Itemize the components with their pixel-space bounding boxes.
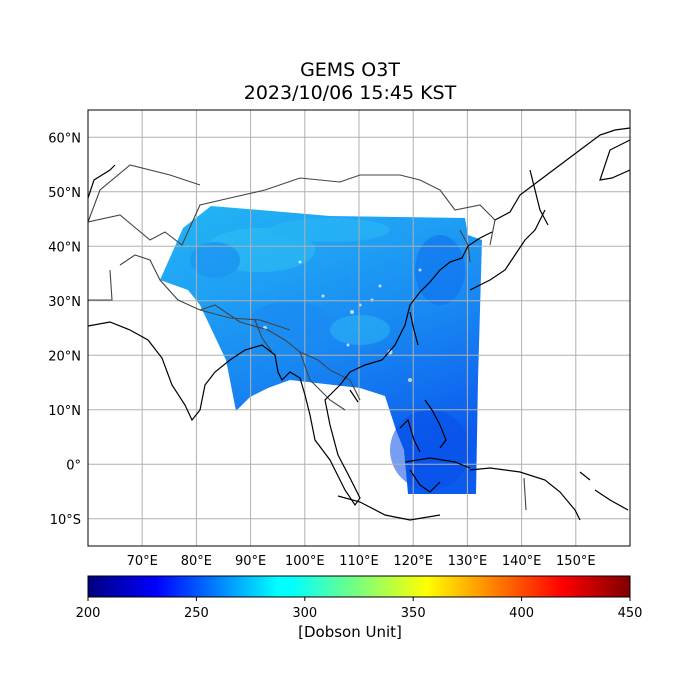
map-title: GEMS O3T <box>300 59 400 81</box>
colorbar-tick-label: 250 <box>184 606 209 621</box>
lon-tick-label: 150°E <box>556 554 596 569</box>
lat-tick-label: 10°S <box>50 513 81 528</box>
lon-tick-label: 70°E <box>127 554 158 569</box>
ozone-texture <box>190 218 470 490</box>
lat-tick-label: 50°N <box>48 186 81 201</box>
lat-tick-label: 60°N <box>48 131 81 146</box>
lon-tick-label: 90°E <box>235 554 266 569</box>
colorbar-tick-label: 300 <box>292 606 317 621</box>
colorbar-tick-label: 350 <box>401 606 426 621</box>
lat-tick-label: 0° <box>66 458 81 473</box>
country-borders <box>88 164 527 511</box>
colorbar <box>87 575 631 598</box>
lon-tick-label: 120°E <box>393 554 433 569</box>
lat-tick-label: 40°N <box>48 240 81 255</box>
lon-tick-label: 100°E <box>285 554 325 569</box>
longitude-tick-labels: 70°E 80°E 90°E 100°E 110°E 120°E 130°E 140°E 150… <box>127 554 596 569</box>
latitude-tick-labels: 60°N 50°N 40°N 30°N 20°N 10°N 0° 10°S <box>48 131 81 528</box>
lon-tick-label: 140°E <box>502 554 542 569</box>
cloud-gaps <box>263 260 422 382</box>
map-subtitle-timestamp: 2023/10/06 15:45 KST <box>243 82 457 104</box>
map-axes-frame <box>87 109 631 547</box>
lon-tick-label: 80°E <box>181 554 212 569</box>
colorbar-tick-label: 200 <box>76 606 101 621</box>
lon-tick-label: 130°E <box>448 554 488 569</box>
lat-tick-label: 30°N <box>48 295 81 310</box>
lon-tick-label: 110°E <box>339 554 379 569</box>
colorbar-ticks: 200 250 300 350 400 450 <box>76 597 643 621</box>
coastlines <box>88 127 630 521</box>
lat-tick-label: 10°N <box>48 404 81 419</box>
colorbar-label: [Dobson Unit] <box>298 623 402 641</box>
lat-tick-label: 20°N <box>48 349 81 364</box>
colorbar-tick-label: 450 <box>618 606 643 621</box>
colorbar-tick-label: 400 <box>509 606 534 621</box>
